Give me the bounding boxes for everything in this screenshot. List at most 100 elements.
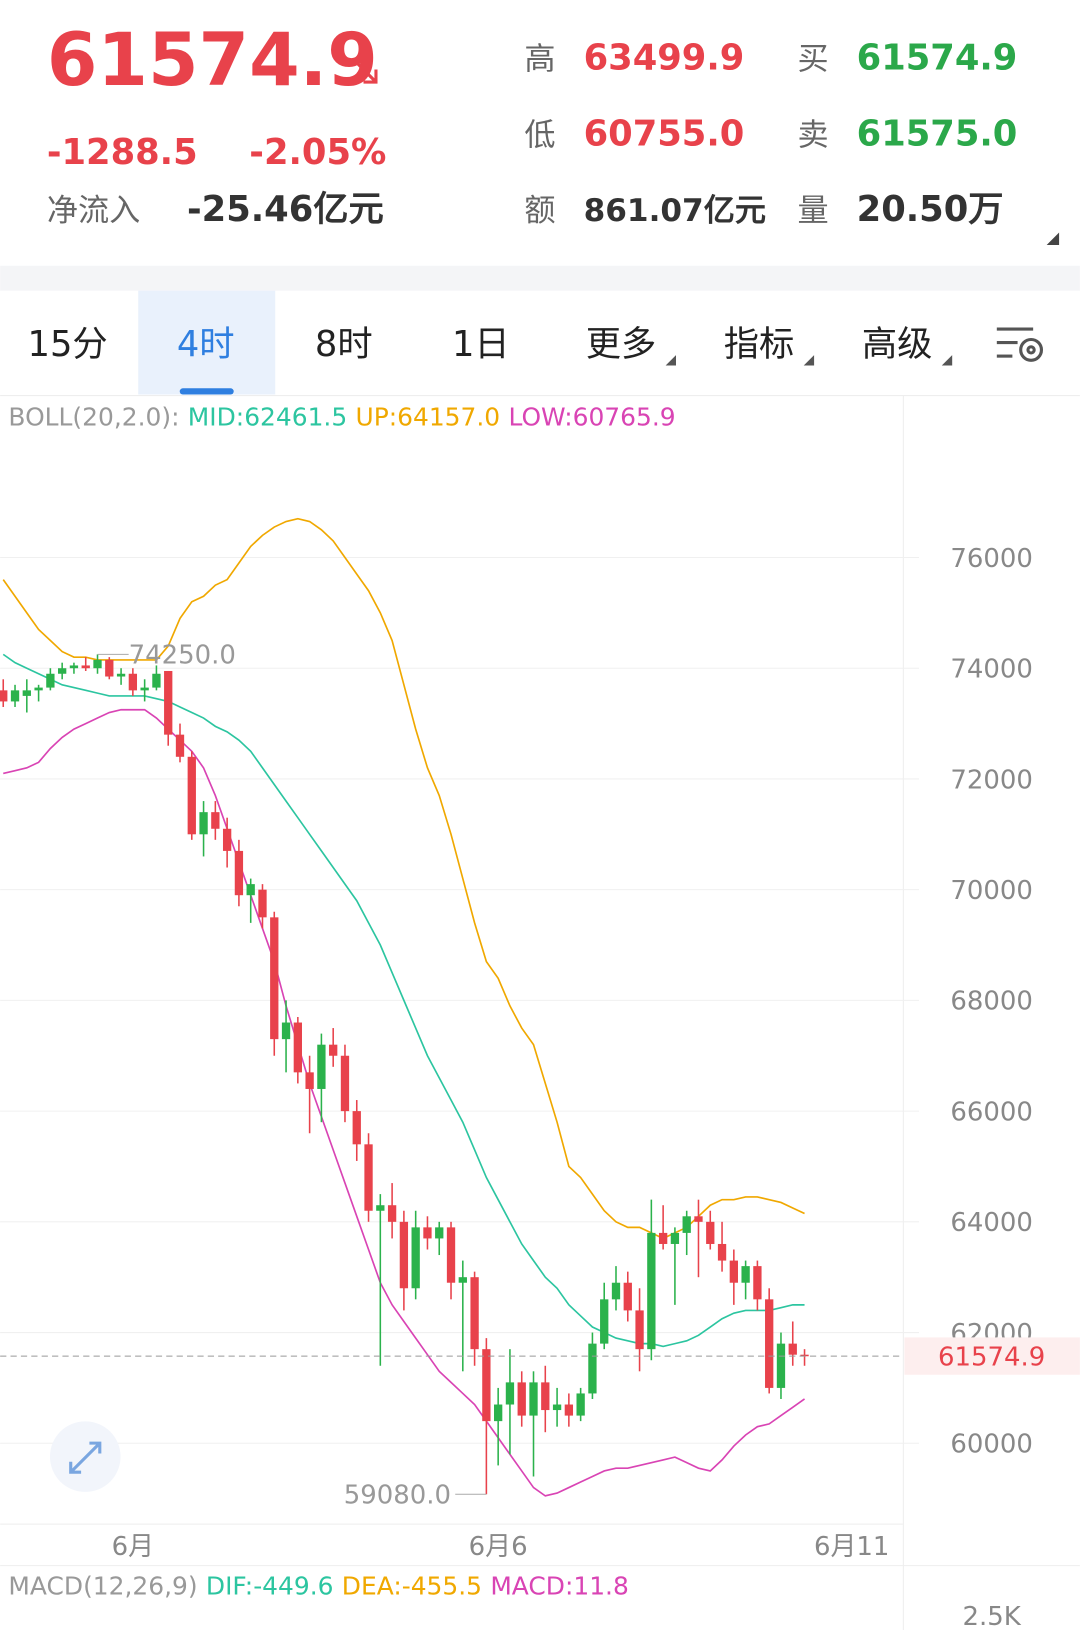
candle-body — [564, 1404, 574, 1416]
candle-body — [211, 812, 220, 829]
candle-body — [517, 1382, 526, 1416]
y-tick-label: 68000 — [950, 987, 1033, 1017]
low-label: 59080.0 — [344, 1481, 451, 1511]
candle-body — [293, 1022, 302, 1073]
dropdown-triangle — [803, 355, 815, 366]
inflow: -25.46亿元 — [187, 189, 384, 230]
candle-body — [246, 884, 255, 896]
candle-body — [352, 1111, 361, 1145]
boll-line — [2, 653, 805, 1348]
candle-body — [458, 1277, 467, 1283]
candle-body — [776, 1343, 786, 1388]
candle-body — [116, 673, 126, 677]
separator — [0, 265, 1080, 291]
candle-body — [305, 1072, 314, 1089]
candle-body — [788, 1343, 797, 1355]
candle-body — [729, 1260, 738, 1283]
tab[interactable]: 1日 — [452, 324, 510, 365]
x-tick-label: 6月11 — [814, 1532, 889, 1562]
macd-legend: DEA:-455.5 — [342, 1572, 482, 1601]
candle-body — [658, 1232, 668, 1244]
candle-body — [694, 1216, 703, 1222]
candle-body — [423, 1227, 432, 1239]
candle-body — [34, 687, 43, 691]
dropdown-triangle — [665, 355, 677, 366]
candle-body — [588, 1343, 597, 1394]
tab[interactable]: 8时 — [315, 324, 373, 365]
candle-body — [22, 690, 31, 696]
settings-icon[interactable] — [996, 327, 1044, 362]
tab[interactable]: 高级 — [862, 324, 933, 365]
candle-body — [635, 1310, 644, 1350]
candle-body — [482, 1349, 491, 1422]
candle-body — [600, 1299, 609, 1344]
stat-label: 量 — [797, 193, 828, 229]
macd-legend: DIF:-449.6 — [206, 1572, 334, 1601]
y-tick-label: 74000 — [950, 655, 1033, 685]
candle-body — [258, 889, 267, 918]
candle-body — [340, 1055, 350, 1112]
active-tab-underline — [179, 388, 234, 395]
y-tick-label: 72000 — [950, 765, 1033, 795]
candle-body — [81, 665, 90, 669]
candle-body — [0, 690, 8, 702]
icon-gear — [1019, 337, 1044, 362]
stat-value: 861.07亿元 — [584, 193, 766, 229]
chart: BOLL(20,2.0): MID:62461.5 UP:64157.0 LOW:60… — [0, 403, 1080, 1630]
candle-body — [187, 756, 196, 835]
legend-item: UP:64157.0 — [356, 403, 501, 432]
candle-body — [753, 1266, 762, 1300]
candle-body — [411, 1227, 420, 1289]
legend-item: BOLL(20,2.0): — [8, 403, 179, 432]
candle-body — [222, 828, 232, 851]
candle-body — [670, 1232, 680, 1244]
macd-tick-label: 2.5K — [962, 1602, 1021, 1630]
down-arrow — [352, 58, 378, 84]
candle-body — [10, 690, 20, 702]
candle-body — [717, 1243, 727, 1261]
candle-body — [58, 668, 67, 674]
inflow-label: 净流入 — [47, 193, 140, 229]
change-pct: -2.05% — [249, 132, 386, 173]
change: -1288.5 — [47, 132, 198, 173]
boll-line — [3, 708, 806, 1497]
candle-body — [647, 1232, 656, 1350]
y-tick-label: 70000 — [950, 876, 1033, 906]
tab[interactable]: 更多 — [586, 324, 657, 365]
candle-body — [741, 1266, 750, 1283]
fullscreen-button[interactable] — [49, 1421, 121, 1492]
stat-label: 高 — [524, 42, 555, 78]
candle-body — [541, 1382, 550, 1411]
legend-item: MID:62461.5 — [188, 403, 347, 432]
candle-body — [446, 1227, 456, 1283]
tab[interactable]: 指标 — [724, 324, 795, 365]
stat-value: 20.50万 — [857, 189, 1004, 230]
tab[interactable]: 15分 — [28, 324, 108, 365]
candle-body — [270, 917, 279, 1040]
candle-body — [329, 1044, 338, 1056]
candle-body — [69, 665, 79, 669]
stat-value: 60755.0 — [584, 113, 745, 154]
y-tick-label: 76000 — [950, 544, 1033, 574]
stat-value: 61575.0 — [857, 113, 1018, 154]
x-tick-label: 6月 — [112, 1532, 154, 1562]
candle-body — [576, 1393, 585, 1416]
price: 61574.9 — [47, 19, 378, 103]
active-tab-bg — [138, 290, 276, 395]
candle-body — [387, 1205, 397, 1222]
candle-body — [505, 1382, 515, 1405]
y-tick-label: 64000 — [950, 1208, 1033, 1238]
candle-body — [364, 1144, 373, 1211]
macd-legend: MACD(12,26,9) — [8, 1572, 197, 1601]
candle-body — [152, 673, 161, 688]
candle-body — [623, 1282, 632, 1311]
candle-body — [175, 734, 185, 757]
stat-label: 低 — [524, 117, 555, 153]
icon-gear-center — [1026, 345, 1036, 355]
candle-body — [128, 673, 138, 691]
tab[interactable]: 4时 — [177, 324, 235, 365]
candle-body — [611, 1282, 621, 1300]
stats: 高 63499.9 买 61574.9 低 60755.0 卖 61575.0 额 861.07亿… — [524, 38, 1017, 231]
